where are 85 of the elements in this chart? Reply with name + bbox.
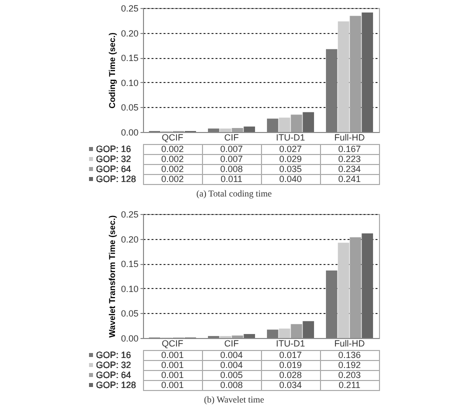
data-label: 0.005 (220, 370, 243, 380)
y-tick-label: 0.15 (120, 53, 138, 64)
legend-label: GOP: 16 (96, 350, 132, 360)
x-tick-label: ITU-D1 (276, 338, 305, 348)
bar (232, 128, 244, 132)
y-tick-label: 0.25 (120, 210, 138, 220)
x-tick-label: Full-HD (334, 338, 366, 348)
data-label: 0.008 (220, 380, 243, 390)
bar (208, 128, 220, 132)
y-tick-label: 0.00 (120, 334, 138, 344)
data-label: 0.136 (338, 350, 361, 360)
bar (350, 16, 362, 132)
data-label: 0.027 (279, 144, 302, 154)
legend-label: GOP: 64 (96, 370, 132, 380)
x-tick-label: ITU-D1 (276, 132, 305, 142)
data-label: 0.034 (279, 380, 302, 390)
bar (326, 49, 338, 132)
data-label: 0.211 (338, 380, 360, 390)
legend-label: GOP: 32 (96, 360, 132, 370)
x-tick-label: Full-HD (334, 132, 366, 142)
y-tick-label: 0.15 (120, 259, 138, 270)
y-tick-label: 0.20 (120, 234, 138, 244)
data-label: 0.002 (161, 154, 184, 164)
data-label: 0.223 (338, 154, 361, 164)
y-axis-title: Coding Time (sec.) (106, 32, 117, 108)
data-label: 0.007 (220, 144, 243, 154)
data-label: 0.008 (220, 164, 243, 174)
data-label: 0.002 (161, 164, 184, 174)
bar (244, 334, 256, 338)
y-tick-label: 0.10 (120, 78, 138, 88)
bar (362, 233, 374, 338)
bar (278, 328, 290, 338)
bar (266, 118, 278, 132)
data-label: 0.002 (161, 174, 184, 184)
legend-label: GOP: 128 (96, 380, 136, 390)
y-tick-label: 0.05 (120, 102, 138, 113)
text: (b) Wavelet time (204, 394, 264, 404)
bar (290, 324, 302, 338)
data-label: 0.007 (220, 154, 243, 164)
x-tick-label: QCIF (162, 132, 184, 142)
bar (290, 114, 302, 132)
legend-label: GOP: 64 (96, 164, 132, 174)
x-tick-label: CIF (224, 132, 240, 142)
data-label: 0.241 (338, 174, 361, 184)
bar (302, 321, 314, 338)
bar (278, 118, 290, 132)
data-label: 0.002 (161, 144, 184, 154)
data-label: 0.001 (161, 360, 184, 370)
data-label: 0.001 (161, 350, 184, 360)
data-label: 0.234 (338, 164, 361, 174)
data-label: 0.028 (279, 370, 302, 380)
data-label: 0.017 (279, 350, 302, 360)
data-label: 0.001 (161, 370, 184, 380)
data-label: 0.004 (220, 350, 243, 360)
bar (326, 270, 338, 338)
legend-label: GOP: 16 (96, 144, 132, 154)
bar (338, 242, 350, 338)
bar (266, 330, 278, 338)
y-tick-label: 0.10 (120, 284, 138, 294)
data-label: 0.192 (338, 360, 361, 370)
legend-label: GOP: 32 (96, 154, 132, 164)
text: (a) Total coding time (196, 188, 272, 198)
legend-label: GOP: 128 (96, 174, 136, 184)
bar (338, 21, 350, 132)
y-tick-label: 0.05 (120, 308, 138, 319)
data-label: 0.029 (279, 154, 302, 164)
data-label: 0.203 (338, 370, 361, 380)
data-label: 0.004 (220, 360, 243, 370)
bar (220, 128, 232, 132)
y-tick-label: 0.20 (120, 28, 138, 38)
y-axis-title: Wavelet Transform Time (sec.) (106, 215, 117, 338)
bar (350, 237, 362, 338)
data-label: 0.011 (220, 174, 242, 184)
bar (302, 112, 314, 132)
data-label: 0.035 (279, 164, 302, 174)
x-tick-label: CIF (224, 338, 240, 348)
bar (244, 126, 256, 132)
y-tick-label: 0.00 (120, 128, 138, 138)
data-label: 0.167 (338, 144, 361, 154)
data-label: 0.019 (279, 360, 302, 370)
data-label: 0.001 (161, 380, 184, 390)
bar (362, 12, 374, 132)
x-tick-label: QCIF (162, 338, 184, 348)
data-label: 0.040 (279, 174, 302, 184)
y-tick-label: 0.25 (120, 4, 138, 14)
